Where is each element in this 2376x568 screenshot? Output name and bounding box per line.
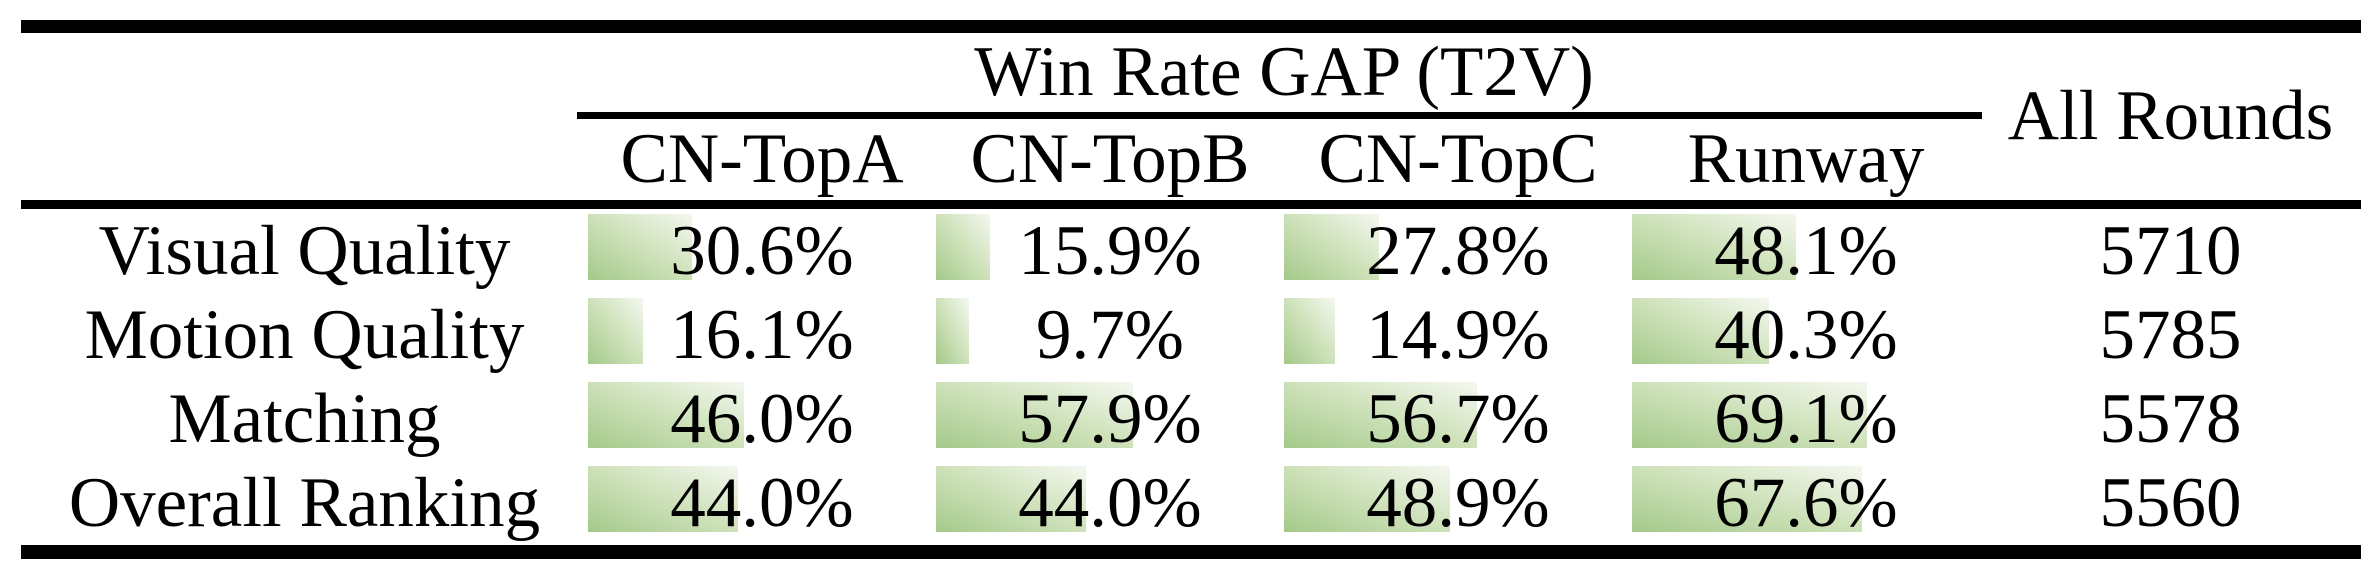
- win-rate-cell: 27.8%: [1284, 209, 1632, 293]
- win-rate-cell: 48.1%: [1632, 209, 1980, 293]
- win-rate-cell: 44.0%: [936, 461, 1284, 545]
- win-rate-data-bar: [1284, 298, 1335, 364]
- group-header-rule: [577, 112, 1982, 119]
- win-rate-data-bar: [1632, 382, 1867, 448]
- win-rate-cell: 15.9%: [936, 209, 1284, 293]
- all-rounds-value: 5578: [2099, 379, 2242, 458]
- win-rate-data-bar: [1284, 466, 1450, 532]
- win-rate-cell: 44.0%: [588, 461, 936, 545]
- all-rounds-column-header: All Rounds: [2007, 77, 2334, 155]
- win-rate-cell: 14.9%: [1284, 293, 1632, 377]
- all-rounds-value: 5785: [2099, 295, 2242, 374]
- win-rate-data-bar: [588, 214, 692, 280]
- column-header-cn-topb: CN-TopB: [970, 120, 1250, 198]
- win-rate-value: 46.0%: [670, 379, 854, 458]
- row-label: Matching: [168, 379, 441, 458]
- win-rate-value: 48.9%: [1366, 463, 1550, 542]
- group-header-title: Win Rate GAP (T2V): [974, 33, 1594, 111]
- table-body: Visual Quality 30.6% 15.9% 27.8% 48.1% 5710 Mo…: [21, 209, 2361, 545]
- win-rate-data-bar: [936, 298, 969, 364]
- win-rate-cell: 46.0%: [588, 377, 936, 461]
- row-label: Overall Ranking: [68, 463, 541, 542]
- win-rate-value: 30.6%: [670, 211, 854, 290]
- column-header-runway: Runway: [1687, 120, 1925, 198]
- win-rate-value: 69.1%: [1714, 379, 1898, 458]
- win-rate-cell: 16.1%: [588, 293, 936, 377]
- win-rate-cell: 67.6%: [1632, 461, 1980, 545]
- win-rate-cell: 57.9%: [936, 377, 1284, 461]
- win-rate-value: 48.1%: [1714, 211, 1898, 290]
- win-rate-value: 16.1%: [670, 295, 854, 374]
- win-rate-cell: 56.7%: [1284, 377, 1632, 461]
- all-rounds-value: 5710: [2099, 211, 2242, 290]
- table-row: Motion Quality 16.1% 9.7% 14.9% 40.3% 5785: [21, 293, 2361, 377]
- win-rate-value: 57.9%: [1018, 379, 1202, 458]
- win-rate-data-bar: [588, 382, 744, 448]
- header-rule: [21, 200, 2361, 209]
- row-label: Visual Quality: [98, 211, 511, 290]
- win-rate-value: 14.9%: [1366, 295, 1550, 374]
- column-header-cn-topc: CN-TopC: [1318, 120, 1598, 198]
- win-rate-data-bar: [936, 214, 990, 280]
- win-rate-value: 9.7%: [1036, 295, 1184, 374]
- win-rate-cell: 30.6%: [588, 209, 936, 293]
- top-rule: [21, 20, 2361, 33]
- all-rounds-value: 5560: [2099, 463, 2242, 542]
- win-rate-value: 67.6%: [1714, 463, 1898, 542]
- table-row: Matching 46.0% 57.9% 56.7% 69.1% 5578: [21, 377, 2361, 461]
- win-rate-value: 40.3%: [1714, 295, 1898, 374]
- win-rate-data-bar: [588, 298, 643, 364]
- table-row: Visual Quality 30.6% 15.9% 27.8% 48.1% 5710: [21, 209, 2361, 293]
- row-label: Motion Quality: [84, 295, 525, 374]
- bottom-rule: [21, 545, 2361, 559]
- table-row: Overall Ranking 44.0% 44.0% 48.9% 67.6% 5560: [21, 461, 2361, 545]
- win-rate-value: 27.8%: [1366, 211, 1550, 290]
- win-rate-data-bar: [1632, 214, 1796, 280]
- win-rate-data-bar: [1632, 298, 1769, 364]
- win-rate-cell: 40.3%: [1632, 293, 1980, 377]
- win-rate-table: Win Rate GAP (T2V) CN-TopA CN-TopB CN-TopC…: [21, 20, 2361, 559]
- win-rate-data-bar: [936, 382, 1133, 448]
- win-rate-data-bar: [1284, 214, 1379, 280]
- win-rate-value: 44.0%: [670, 463, 854, 542]
- win-rate-value: 56.7%: [1366, 379, 1550, 458]
- win-rate-data-bar: [936, 466, 1086, 532]
- column-headers: CN-TopA CN-TopB CN-TopC Runway: [588, 119, 1980, 200]
- win-rate-cell: 9.7%: [936, 293, 1284, 377]
- win-rate-cell: 69.1%: [1632, 377, 1980, 461]
- win-rate-value: 15.9%: [1018, 211, 1202, 290]
- win-rate-data-bar: [1284, 382, 1477, 448]
- win-rate-data-bar: [1632, 466, 1862, 532]
- win-rate-data-bar: [588, 466, 738, 532]
- win-rate-cell: 48.9%: [1284, 461, 1632, 545]
- win-rate-value: 44.0%: [1018, 463, 1202, 542]
- column-header-cn-topa: CN-TopA: [620, 120, 904, 198]
